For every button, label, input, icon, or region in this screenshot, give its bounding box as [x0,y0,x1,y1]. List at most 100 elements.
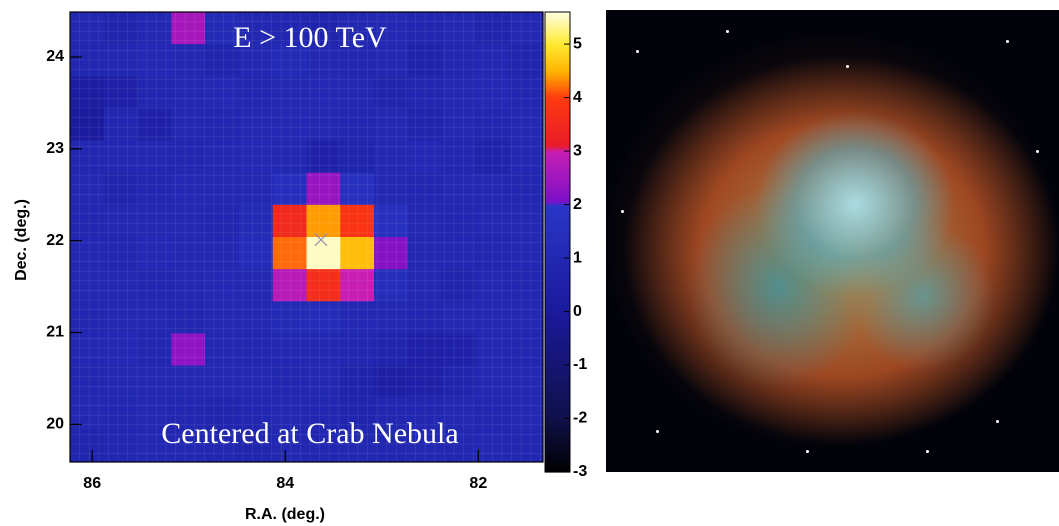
heatmap-cell [171,108,205,141]
page: {"chart_data": {"type": "heatmap", "titl… [0,0,1059,526]
heatmap-cell [340,237,374,270]
colorbar-tick-label: 2 [573,196,582,213]
heatmap-cell [509,108,543,141]
heatmap-cell [307,173,341,206]
heatmap-cell [307,141,341,174]
heatmap-cell [442,44,476,77]
heatmap-cell [205,76,239,109]
heatmap-cell [104,12,138,45]
heatmap-cell [239,269,273,302]
heatmap-cell [509,398,543,431]
heatmap-cell [509,12,543,45]
heatmap-cell [171,76,205,109]
heatmap-cell [138,366,172,399]
heatmap-cell [239,366,273,399]
heatmap-cell [138,12,172,45]
heatmap-cell [138,141,172,174]
colorbar-tick-label: 5 [573,35,582,52]
heatmap-cell [171,141,205,174]
x-tick-label: 84 [276,475,294,492]
y-tick-label: 24 [46,48,64,65]
heatmap-cell [138,237,172,270]
colorbar-tick-label: -3 [573,463,587,480]
heatmap-cell [70,141,104,174]
heatmap-cell [205,366,239,399]
x-tick-label: 86 [83,475,101,492]
heatmap-cell [70,366,104,399]
chart-title: E > 100 TeV [233,21,387,54]
heatmap-cell [509,430,543,463]
colorbar-tick-label: 0 [573,303,582,320]
heatmap-cell [239,237,273,270]
heatmap-cell [104,108,138,141]
heatmap-cell [509,366,543,399]
heatmap-cell [70,430,104,463]
heatmap-cell [374,76,408,109]
heatmap-cell [374,269,408,302]
heatmap-cell [442,12,476,45]
y-tick-label: 20 [46,416,64,433]
annotation: Centered at Crab Nebula [161,417,458,450]
heatmap-cell [273,269,307,302]
heatmap-cell [442,269,476,302]
heatmap-cell [442,108,476,141]
heatmap-cell [374,141,408,174]
heatmap-cell [374,237,408,270]
heatmap-cell [171,12,205,45]
colorbar-tick-label: 4 [573,89,582,106]
heatmap-cell [273,76,307,109]
chart: R.A. (deg.) Dec. (deg.) E > 100 TeVCente… [0,0,1059,526]
heatmap-cell [70,108,104,141]
heatmap-cell [138,44,172,77]
heatmap-cell [205,237,239,270]
heatmap-cell [239,141,273,174]
heatmap-cell [205,173,239,206]
heatmap-cell [307,269,341,302]
heatmap-cell [307,76,341,109]
heatmap-cell [442,141,476,174]
heatmap-cell [442,237,476,270]
heatmap-cell [70,237,104,270]
heatmap-cell [340,76,374,109]
y-tick-label: 21 [46,324,64,341]
heatmap-cell [104,366,138,399]
heatmap-cell [340,269,374,302]
heatmap-cell [138,269,172,302]
heatmap-cell [442,76,476,109]
y-tick-label: 23 [46,140,64,157]
heatmap-cell [138,108,172,141]
heatmap-cell [104,398,138,431]
colorbar-tick-label: -2 [573,410,587,427]
heatmap-cell [374,366,408,399]
colorbar-tick-label: 1 [573,249,582,266]
heatmap-cell [273,173,307,206]
heatmap-cell [104,76,138,109]
colorbar-tick-label: -1 [573,356,587,373]
heatmap-cell [104,44,138,77]
heatmap-cell [104,237,138,270]
heatmap-cell [171,269,205,302]
heatmap-cell [104,430,138,463]
heatmap-cell [340,366,374,399]
heatmap-cell [104,173,138,206]
heatmap-cell [171,366,205,399]
heatmap-cell [104,269,138,302]
heatmap-cell [509,173,543,206]
heatmap-cell [509,141,543,174]
heatmap-cell [509,76,543,109]
heatmap-cell [442,173,476,206]
heatmap-cell [171,237,205,270]
heatmap-cell [307,108,341,141]
heatmap-cell [273,141,307,174]
heatmap-cell [138,173,172,206]
heatmap-cell [138,76,172,109]
heatmap-cell [205,269,239,302]
heatmap-cell [104,141,138,174]
heatmap-cell [374,173,408,206]
heatmap-cell [273,366,307,399]
heatmap-cell [171,173,205,206]
heatmap-cell [509,269,543,302]
heatmap-cell [70,44,104,77]
heatmap-cell [340,141,374,174]
heatmap [70,12,544,463]
